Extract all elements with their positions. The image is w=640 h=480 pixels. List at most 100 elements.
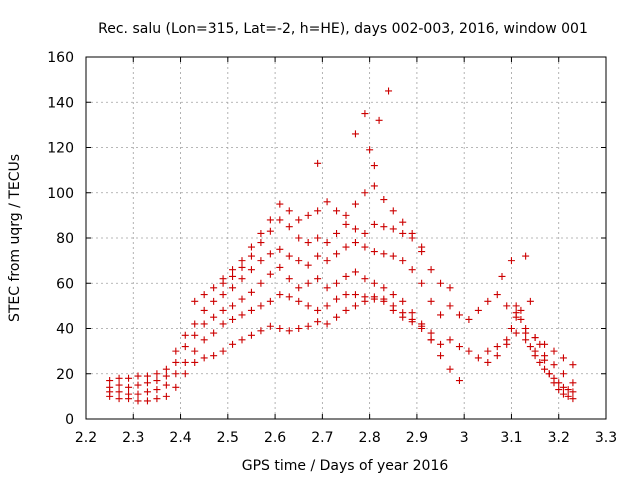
data-point [106,377,114,385]
data-point [380,295,388,303]
data-point [191,320,199,328]
data-point [181,358,189,366]
data-point [172,358,180,366]
data-point [493,291,501,299]
data-point [238,263,246,271]
data-point [545,370,553,378]
data-point [247,266,255,274]
data-point [276,291,284,299]
data-point [351,130,359,138]
data-point [559,383,567,391]
data-point [389,252,397,260]
data-point [351,225,359,233]
data-point [115,388,123,396]
data-point [418,243,426,251]
data-point [238,336,246,344]
data-point [484,347,492,355]
data-point [531,352,539,360]
data-point [172,347,180,355]
data-point [247,252,255,260]
y-tick-label: 60 [56,276,74,292]
x-tick-label: 3.3 [595,430,617,446]
data-point [455,377,463,385]
data-point [191,331,199,339]
data-point [389,207,397,215]
data-points [106,87,577,405]
data-point [351,302,359,310]
data-point [266,270,274,278]
data-point [526,297,534,305]
y-axis-title: STEC from uqrg / TECUs [7,154,23,322]
data-point [219,306,227,314]
x-tick-label: 2.4 [169,430,191,446]
data-point [304,239,312,247]
data-point [134,390,142,398]
y-tick-label: 40 [56,322,74,338]
data-point [564,392,572,400]
data-point [408,309,416,317]
data-point [370,279,378,287]
data-point [115,395,123,403]
data-point [323,257,331,265]
data-point [323,320,331,328]
data-point [427,297,435,305]
data-point [295,234,303,242]
data-point [191,358,199,366]
data-point [370,248,378,256]
data-point [418,279,426,287]
data-point [153,377,161,385]
data-point [314,159,322,167]
y-tick-label: 20 [56,367,74,383]
data-point [526,343,534,351]
data-point [541,356,549,364]
y-tick-label: 160 [47,50,74,66]
data-point [314,275,322,283]
data-point [229,284,237,292]
x-tick-label: 3.1 [500,430,522,446]
data-point [507,257,515,265]
data-point [219,347,227,355]
data-point [427,336,435,344]
data-point [465,347,473,355]
data-point [484,358,492,366]
data-point [380,250,388,258]
data-point [333,279,341,287]
data-point [143,388,151,396]
data-point [333,250,341,258]
data-point [191,297,199,305]
x-tick-label: 2.7 [311,430,333,446]
data-point [380,284,388,292]
data-point [550,347,558,355]
data-point [375,116,383,124]
data-point [229,302,237,310]
data-point [229,340,237,348]
data-point [569,361,577,369]
data-point [437,352,445,360]
data-point [370,162,378,170]
data-point [361,229,369,237]
data-point [181,331,189,339]
data-point [162,365,170,373]
data-point [522,252,530,260]
data-point [493,352,501,360]
data-point [437,311,445,319]
data-point [257,279,265,287]
data-point [210,284,218,292]
data-point [295,284,303,292]
data-point [238,257,246,265]
data-point [333,313,341,321]
data-point [361,110,369,118]
data-point [385,87,393,95]
data-point [361,275,369,283]
data-point [427,266,435,274]
data-point [304,322,312,330]
data-point [418,322,426,330]
data-point [455,343,463,351]
data-point [229,266,237,274]
data-point [181,343,189,351]
data-point [380,196,388,204]
x-tick-label: 2.6 [264,430,286,446]
data-point [507,325,515,332]
data-point [474,306,482,314]
